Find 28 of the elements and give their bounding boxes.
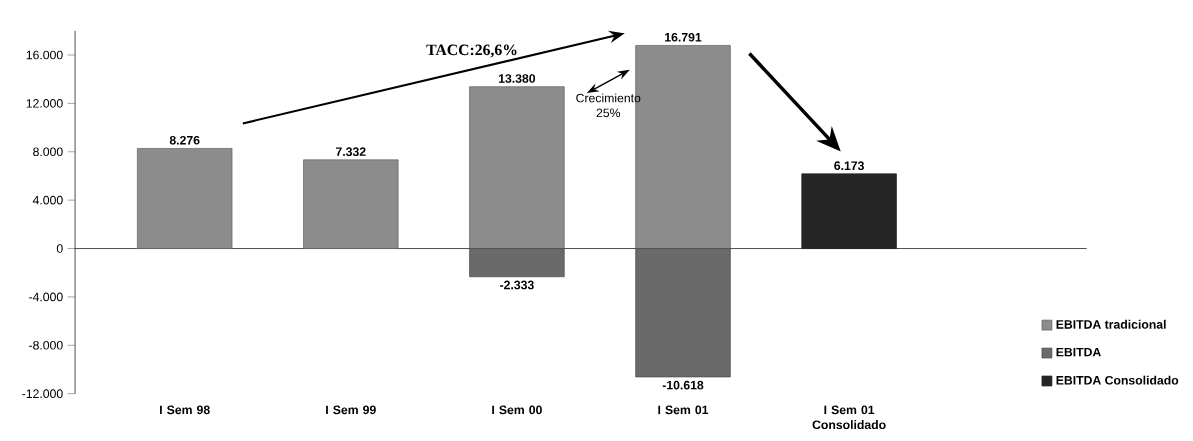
data-label: -2.333 xyxy=(500,280,534,290)
annotation: Crecimiento 25% xyxy=(576,93,641,118)
bar xyxy=(801,173,897,249)
x-tick-label: I Sem 01 Consolidado xyxy=(812,405,886,430)
data-label: 7.332 xyxy=(336,147,366,157)
y-tick-label: 16.000 xyxy=(26,50,63,60)
legend-label: EBITDA tradicional xyxy=(1056,319,1166,329)
x-tick-label: I Sem 99 xyxy=(326,405,376,415)
data-label: 16.791 xyxy=(665,33,702,42)
annotation: TACC:26,6% xyxy=(426,44,517,58)
y-tick-label: -4.000 xyxy=(29,292,63,302)
data-label: 6.173 xyxy=(834,161,864,171)
legend-label: EBITDA xyxy=(1056,347,1101,357)
y-tick-label: 4.000 xyxy=(32,195,63,205)
y-tick-label: -8.000 xyxy=(29,341,63,350)
bar xyxy=(303,159,399,249)
legend-label: EBITDA Consolidado xyxy=(1056,375,1179,385)
y-tick-label: 8.000 xyxy=(33,147,63,157)
data-label: 8.276 xyxy=(169,136,200,145)
x-tick-label: I Sem 00 xyxy=(492,405,542,415)
y-tick-label: -12.000 xyxy=(22,389,63,399)
y-tick-label: 0 xyxy=(56,244,63,253)
x-tick-label: I Sem 01 xyxy=(658,405,709,415)
x-tick-label: I Sem 98 xyxy=(160,405,210,415)
data-label: 13.380 xyxy=(498,74,536,83)
y-tick-label: 12.000 xyxy=(26,99,63,108)
data-label: -10.618 xyxy=(662,380,704,390)
bar xyxy=(137,148,233,249)
